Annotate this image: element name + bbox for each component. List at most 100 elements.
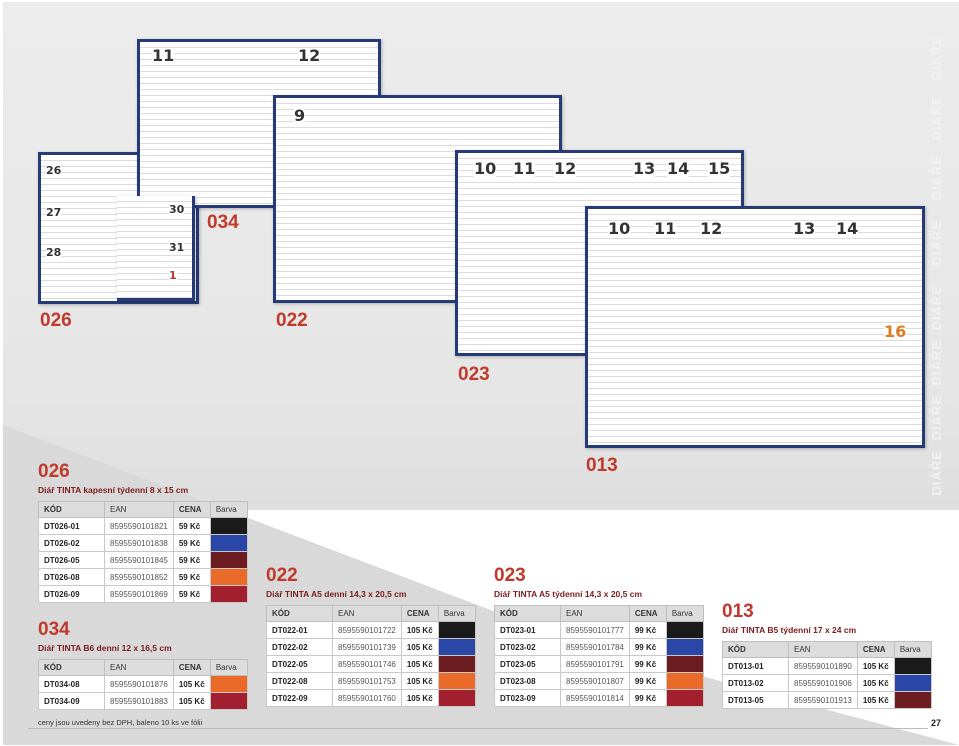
ean-cell: 8595590101760 xyxy=(332,689,402,707)
table-row: DT022-05 8595590101746 105 Kč xyxy=(266,655,476,673)
color-swatch xyxy=(894,658,931,674)
watermark-text: DIÁŘE xyxy=(929,395,944,441)
watermark-text: DIÁŘE xyxy=(929,155,944,201)
color-swatch-cell xyxy=(893,674,932,692)
product-code-cell: DT023-08 xyxy=(494,672,561,690)
color-swatch-cell xyxy=(665,655,704,673)
day-number: 11 xyxy=(152,46,175,65)
day-number: 11 xyxy=(654,219,677,238)
left-page xyxy=(140,42,260,205)
ean-cell: 8595590101906 xyxy=(788,674,858,692)
day-number: 28 xyxy=(46,246,62,259)
product-code-cell: DT034-09 xyxy=(38,692,105,710)
ean-cell: 8595590101852 xyxy=(104,568,174,586)
color-swatch xyxy=(210,518,247,534)
price-cell: 59 Kč xyxy=(172,568,211,586)
image-code-label: 034 xyxy=(207,212,239,233)
day-number: 26 xyxy=(46,164,62,177)
day-number: 16 xyxy=(884,322,907,341)
table-row: DT026-09 8595590101869 59 Kč xyxy=(38,585,248,603)
product-section-013: 013 Diář TINTA B5 týdenní 17 x 24 cm KÓD… xyxy=(722,602,932,709)
color-swatch xyxy=(666,656,703,672)
table-row: DT026-05 8595590101845 59 Kč xyxy=(38,551,248,569)
price-cell: 59 Kč xyxy=(172,534,211,552)
color-swatch xyxy=(894,675,931,691)
product-code-cell: DT022-05 xyxy=(266,655,333,673)
table-row: DT026-08 8595590101852 59 Kč xyxy=(38,568,248,586)
watermark-text: DIÁŘE xyxy=(929,35,944,81)
product-code-cell: DT013-01 xyxy=(722,657,789,675)
table-row: DT022-08 8595590101753 105 Kč xyxy=(266,672,476,690)
col-barva: Barva xyxy=(437,605,476,622)
table-row: DT023-09 8595590101814 99 Kč xyxy=(494,689,704,707)
col-kod: KÓD xyxy=(266,605,333,622)
watermark-text: DIÁŘE xyxy=(929,95,944,141)
image-code-label: 023 xyxy=(458,364,490,385)
col-barva: Barva xyxy=(893,641,932,658)
ean-cell: 8595590101791 xyxy=(560,655,630,673)
watermark-text: DIÁŘE xyxy=(929,450,944,496)
color-swatch-cell xyxy=(209,534,248,552)
color-swatch-cell xyxy=(665,689,704,707)
price-cell: 105 Kč xyxy=(400,621,439,639)
day-number: 13 xyxy=(793,219,816,238)
product-table: KÓD EAN CENA Barva DT023-01 8595590101777… xyxy=(494,605,704,707)
price-cell: 99 Kč xyxy=(628,638,667,656)
color-swatch-cell xyxy=(209,551,248,569)
ean-cell: 8595590101821 xyxy=(104,517,174,535)
product-code-cell: DT023-05 xyxy=(494,655,561,673)
day-number: 10 xyxy=(608,219,631,238)
day-number: 1 xyxy=(169,269,177,282)
color-swatch-cell xyxy=(437,655,476,673)
price-cell: 105 Kč xyxy=(400,638,439,656)
day-number: 12 xyxy=(554,159,577,178)
price-cell: 99 Kč xyxy=(628,672,667,690)
color-swatch-cell xyxy=(209,675,248,693)
price-cell: 105 Kč xyxy=(400,689,439,707)
col-kod: KÓD xyxy=(722,641,789,658)
image-code-label: 022 xyxy=(276,310,308,331)
product-code: 034 xyxy=(38,619,70,640)
color-swatch-cell xyxy=(209,585,248,603)
color-swatch-cell xyxy=(437,672,476,690)
price-cell: 59 Kč xyxy=(172,517,211,535)
product-section-023: 023 Diář TINTA A5 týdenní 14,3 x 20,5 cm… xyxy=(494,566,704,707)
ean-cell: 8595590101869 xyxy=(104,585,174,603)
watermark-text: DIÁŘE xyxy=(929,285,944,331)
watermark-column: DIÁŘE DIÁŘE DIÁŘE DIÁŘE DIÁŘE DIÁŘE DIÁŘ… xyxy=(925,30,955,520)
product-code-cell: DT026-08 xyxy=(38,568,105,586)
color-swatch-cell xyxy=(665,638,704,656)
price-cell: 105 Kč xyxy=(856,691,895,709)
diary-image-034-lower: 30 31 1 xyxy=(117,196,195,301)
product-section-034: 034 Diář TINTA B6 denní 12 x 16,5 cm KÓD… xyxy=(38,620,248,710)
ean-cell: 8595590101807 xyxy=(560,672,630,690)
color-swatch xyxy=(438,656,475,672)
ean-cell: 8595590101845 xyxy=(104,551,174,569)
product-code: 026 xyxy=(38,461,70,482)
day-number: 13 xyxy=(633,159,656,178)
price-cell: 105 Kč xyxy=(856,657,895,675)
color-swatch xyxy=(210,552,247,568)
color-swatch xyxy=(438,639,475,655)
ean-cell: 8595590101753 xyxy=(332,672,402,690)
ean-cell: 8595590101739 xyxy=(332,638,402,656)
product-code-cell: DT013-02 xyxy=(722,674,789,692)
col-ean: EAN xyxy=(332,605,402,622)
product-code-cell: DT022-08 xyxy=(266,672,333,690)
image-code-label: 013 xyxy=(586,455,618,476)
color-swatch-cell xyxy=(209,692,248,710)
footer-note: ceny jsou uvedeny bez DPH, baleno 10 ks … xyxy=(38,718,203,727)
color-swatch xyxy=(210,693,247,709)
color-swatch xyxy=(438,673,475,689)
price-cell: 59 Kč xyxy=(172,551,211,569)
day-number: 31 xyxy=(169,241,185,254)
col-cena: CENA xyxy=(400,605,439,622)
product-table: KÓD EAN CENA Barva DT013-01 8595590101890… xyxy=(722,641,932,709)
col-barva: Barva xyxy=(209,659,248,676)
product-title: Diář TINTA A5 denní 14,3 x 20,5 cm xyxy=(266,589,407,599)
product-table: KÓD EAN CENA Barva DT026-01 8595590101821… xyxy=(38,501,248,603)
color-swatch-cell xyxy=(209,568,248,586)
product-code-cell: DT022-02 xyxy=(266,638,333,656)
product-code: 013 xyxy=(722,601,754,622)
left-page xyxy=(588,209,756,445)
